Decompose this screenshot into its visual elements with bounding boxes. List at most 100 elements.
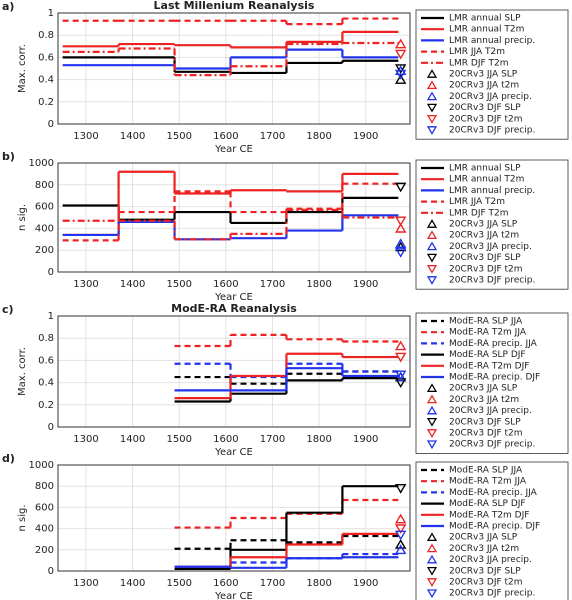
legend-label: ModE-RA precip. DJF: [449, 522, 540, 532]
marker: [394, 74, 407, 84]
legend-label: 20CRv3 JJA t2m: [449, 231, 519, 241]
x-tick-label: 1900: [353, 434, 378, 445]
legend-swatch: [426, 241, 438, 251]
x-axis-label: Year CE: [214, 447, 253, 458]
x-tick-label: 1400: [120, 578, 145, 589]
legend-swatch: [426, 405, 438, 415]
legend-swatch: [426, 554, 438, 564]
legend-swatch: [426, 253, 438, 263]
legend-label: ModE-RA SLP DJF: [449, 499, 526, 509]
legend-label: 20CRv3 DJF precip.: [449, 589, 535, 599]
legend-swatch: [426, 276, 438, 285]
marker: [394, 38, 407, 49]
legend-label: 20CRv3 DJF SLP: [449, 253, 521, 263]
legend-label: 20CRv3 DJF t2m: [449, 429, 523, 439]
legend-label: 20CRv3 DJF SLP: [449, 417, 521, 427]
legend-swatch: [426, 80, 438, 90]
marker: [394, 539, 407, 549]
legend-label: 20CRv3 JJA SLP: [449, 220, 518, 230]
marker: [394, 49, 407, 60]
legend-label: 20CRv3 JJA SLP: [449, 533, 518, 543]
legend-label: 20CRv3 DJF precip.: [449, 276, 535, 286]
legend-box: [415, 9, 569, 140]
legend-label: ModE-RA T2m JJA: [449, 477, 527, 487]
legend-swatch: [426, 91, 438, 101]
x-tick-label: 1800: [306, 131, 331, 142]
x-tick-label: 1700: [260, 279, 285, 290]
legend-swatch: [426, 440, 438, 450]
legend-label: LMR JJA T2m: [449, 197, 505, 207]
marker: [394, 370, 407, 381]
legend-label: ModE-RA precip. JJA: [449, 488, 538, 498]
y-tick-label: 0: [48, 422, 54, 433]
y-tick-label: 800: [35, 481, 54, 492]
plot-frame: [57, 162, 411, 273]
legend-swatch: [426, 69, 438, 78]
legend-swatch: [426, 219, 438, 228]
legend-swatch: [426, 394, 438, 404]
x-tick-label: 1900: [353, 131, 378, 142]
legend-label: ModE-RA SLP DJF: [449, 350, 526, 360]
x-tick-label: 1700: [260, 131, 285, 142]
x-tick-label: 1600: [213, 279, 238, 290]
y-axis-label: Max. corr.: [17, 347, 28, 396]
marker: [394, 530, 407, 541]
legend-label: ModE-RA T2m JJA: [449, 328, 527, 338]
y-tick-label: 0.8: [38, 30, 54, 41]
x-tick-label: 1300: [73, 578, 98, 589]
x-tick-label: 1600: [213, 131, 238, 142]
marker: [394, 248, 407, 258]
legend-label: 20CRv3 JJA t2m: [449, 395, 519, 405]
legend-label: 20CRv3 JJA SLP: [449, 384, 518, 394]
x-tick-label: 1300: [73, 279, 98, 290]
y-tick-label: 600: [35, 502, 54, 513]
legend-label: LMR annual precip.: [449, 36, 535, 46]
legend-label: LMR annual SLP: [449, 164, 521, 174]
x-tick-label: 1300: [73, 434, 98, 445]
legend-label: LMR JJA T2m: [449, 47, 505, 57]
y-tick-label: 400: [35, 223, 54, 234]
marker: [394, 371, 407, 382]
marker: [394, 524, 407, 535]
marker: [394, 69, 407, 80]
marker: [394, 238, 407, 248]
legend-swatch: [426, 103, 438, 113]
y-tick-label: 0.8: [38, 333, 54, 344]
legend-label: ModE-RA T2m DJF: [449, 361, 529, 371]
y-tick-label: 0.6: [38, 355, 54, 366]
legend-label: 20CRv3 JJA precip.: [449, 242, 532, 252]
y-axis-label: n sig.: [17, 504, 28, 531]
y-axis-label: n sig.: [17, 204, 28, 231]
y-axis-label: Max. corr.: [17, 44, 28, 93]
legend-label: ModE-RA precip. JJA: [449, 339, 538, 349]
y-tick-label: 800: [35, 180, 54, 191]
legend-label: 20CRv3 DJF t2m: [449, 114, 523, 124]
y-tick-label: 0: [48, 119, 54, 130]
legend-label: ModE-RA T2m DJF: [449, 510, 529, 520]
x-axis-label: Year CE: [214, 144, 253, 155]
marker: [394, 182, 407, 193]
marker: [394, 222, 407, 233]
y-tick-label: 0.4: [38, 75, 54, 86]
legend-label: LMR DJF T2m: [449, 58, 509, 68]
panel-label: c): [2, 303, 14, 316]
legend-swatch: [426, 429, 438, 438]
x-tick-label: 1500: [166, 578, 191, 589]
legend-label: 20CRv3 DJF t2m: [449, 264, 523, 274]
y-tick-label: 0.6: [38, 52, 54, 63]
plot-frame: [57, 464, 411, 572]
legend-box: [415, 159, 569, 290]
y-tick-label: 1: [48, 8, 54, 19]
legend-label: ModE-RA SLP JJA: [449, 466, 523, 476]
legend-swatch: [426, 264, 438, 274]
chart-title: ModE-RA Reanalysis: [171, 302, 297, 315]
panel: 0 200 400 600 800 1000 1300 1400 1500 1600 1700 180…: [2, 452, 569, 600]
marker: [394, 544, 407, 555]
legend-label: 20CRv3 DJF SLP: [449, 103, 521, 113]
marker: [394, 513, 407, 524]
marker: [394, 484, 407, 494]
marker: [394, 352, 407, 363]
x-tick-label: 1500: [166, 279, 191, 290]
x-tick-label: 1400: [120, 279, 145, 290]
y-tick-label: 400: [35, 524, 54, 535]
